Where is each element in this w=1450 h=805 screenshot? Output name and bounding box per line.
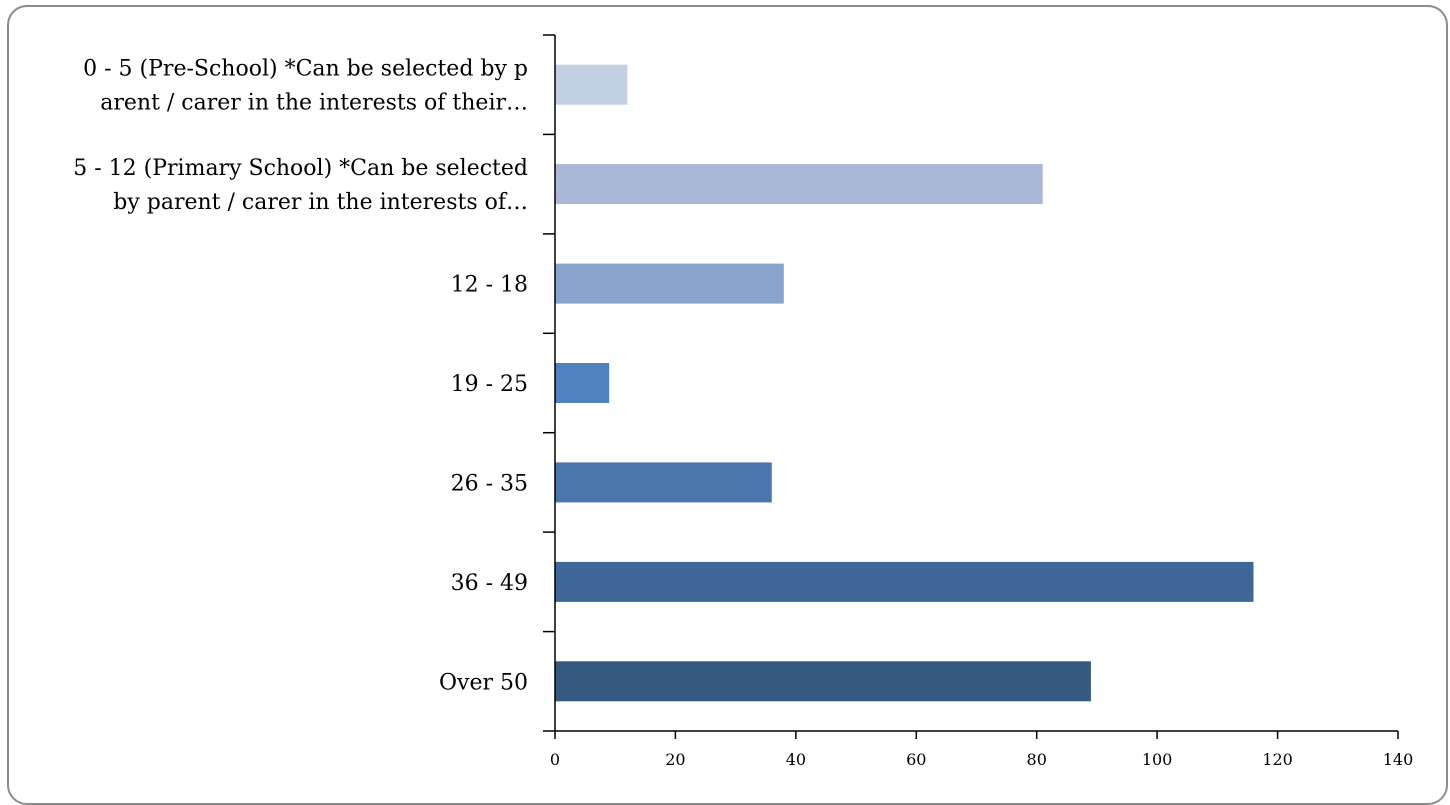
x-tick-label: 60 <box>906 750 926 769</box>
x-tick-label: 20 <box>665 750 685 769</box>
bar <box>555 64 628 105</box>
x-tick-label: 40 <box>786 750 806 769</box>
x-tick-label: 120 <box>1262 750 1293 769</box>
category-label: Over 50 <box>439 670 528 695</box>
bar-chart: 0 20 40 60 80 100 120 140 0 - 5 (Pre-School) *Ca… <box>73 34 1414 769</box>
category-label: 19 - 25 <box>451 372 528 397</box>
category-label: 36 - 49 <box>451 571 528 596</box>
category-label: 0 - 5 (Pre-School) *Can be selected by p <box>83 57 528 82</box>
category-label: by parent / carer in the interests of… <box>113 190 528 215</box>
bar <box>555 561 1254 602</box>
x-tick-label: 0 <box>550 750 560 769</box>
bar <box>555 263 784 304</box>
category-label: 5 - 12 (Primary School) *Can be selected <box>73 156 528 181</box>
category-label: arent / carer in the interests of their… <box>100 91 528 116</box>
x-tick-label: 100 <box>1142 750 1173 769</box>
x-tick-label: 80 <box>1027 750 1047 769</box>
bar <box>555 164 1043 205</box>
x-tick-label: 140 <box>1383 750 1414 769</box>
bar <box>555 661 1091 702</box>
bar <box>555 462 772 503</box>
category-label: 26 - 35 <box>451 471 528 496</box>
category-label: 12 - 18 <box>451 273 528 298</box>
bar <box>555 363 610 403</box>
